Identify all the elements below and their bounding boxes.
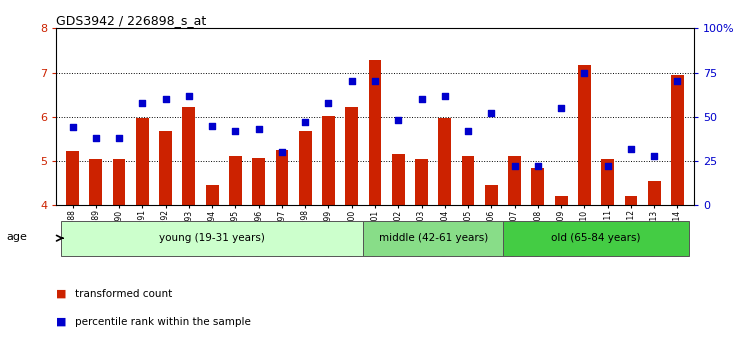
Bar [89, 159, 102, 205]
Point [160, 96, 172, 102]
Bar [345, 107, 358, 205]
Point [113, 135, 125, 141]
Bar [485, 185, 498, 205]
Point [555, 105, 567, 111]
Bar [66, 152, 79, 205]
FancyBboxPatch shape [503, 222, 689, 256]
Bar [392, 154, 405, 205]
Text: percentile rank within the sample: percentile rank within the sample [75, 317, 250, 327]
Point [322, 100, 334, 105]
Bar [648, 181, 661, 205]
Bar [462, 156, 475, 205]
Text: ■: ■ [56, 289, 67, 299]
Point [439, 93, 451, 98]
Point [509, 164, 520, 169]
Bar [625, 195, 638, 205]
Text: middle (42-61 years): middle (42-61 years) [379, 233, 488, 243]
Bar [112, 159, 125, 205]
Point [648, 153, 660, 159]
Bar [532, 168, 544, 205]
Bar [182, 107, 195, 205]
FancyBboxPatch shape [61, 222, 363, 256]
Bar [322, 116, 334, 205]
Bar [229, 156, 242, 205]
Point [90, 135, 102, 141]
FancyBboxPatch shape [363, 222, 503, 256]
Bar [252, 158, 265, 205]
Bar [578, 65, 591, 205]
Text: ■: ■ [56, 317, 67, 327]
Point [369, 79, 381, 84]
Point [578, 70, 590, 75]
Point [183, 93, 195, 98]
Point [230, 128, 242, 134]
Point [625, 146, 637, 152]
Bar [439, 118, 452, 205]
Bar [509, 156, 521, 205]
Text: old (65-84 years): old (65-84 years) [551, 233, 640, 243]
Point [346, 79, 358, 84]
Bar [555, 195, 568, 205]
Text: GDS3942 / 226898_s_at: GDS3942 / 226898_s_at [56, 14, 206, 27]
Bar [159, 131, 172, 205]
Point [276, 149, 288, 155]
Text: age: age [6, 232, 27, 242]
Point [392, 118, 404, 123]
Point [462, 128, 474, 134]
Bar [368, 60, 382, 205]
Point [532, 164, 544, 169]
Point [299, 119, 311, 125]
Point [67, 125, 79, 130]
Bar [671, 75, 684, 205]
Bar [206, 184, 218, 205]
Bar [275, 150, 288, 205]
Text: transformed count: transformed count [75, 289, 172, 299]
Bar [416, 159, 428, 205]
Point [206, 123, 218, 129]
Point [253, 126, 265, 132]
Point [671, 79, 683, 84]
Point [136, 100, 148, 105]
Point [416, 96, 428, 102]
Bar [136, 118, 148, 205]
Point [602, 164, 613, 169]
Bar [602, 159, 614, 205]
Bar [298, 131, 311, 205]
Point [485, 110, 497, 116]
Text: young (19-31 years): young (19-31 years) [159, 233, 265, 243]
